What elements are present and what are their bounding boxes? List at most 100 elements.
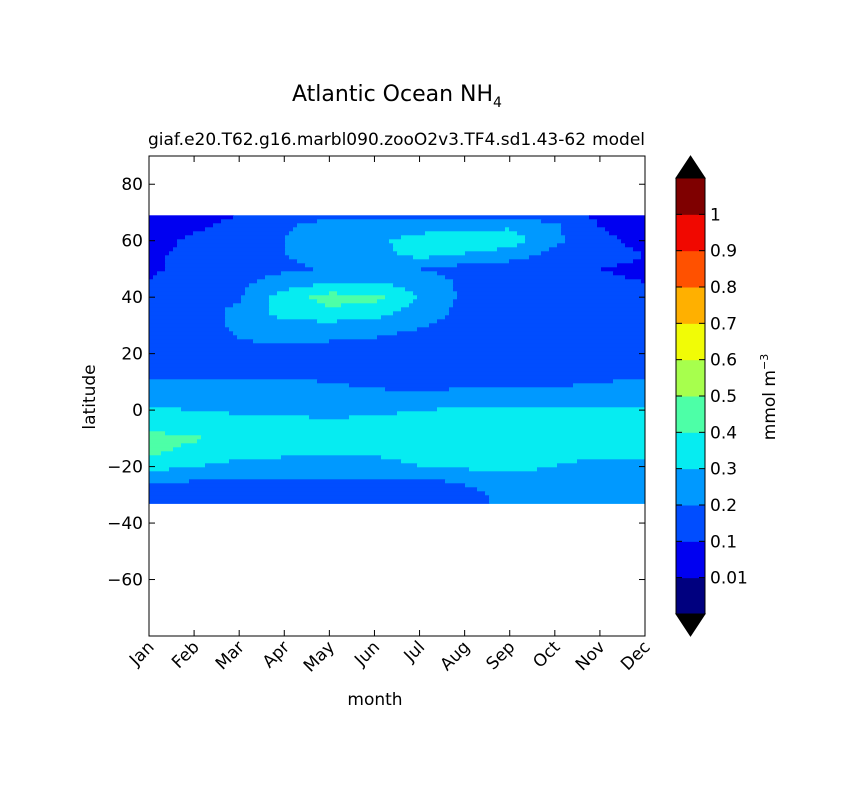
contour-cell (269, 299, 318, 304)
contour-cell (561, 231, 610, 236)
contour-cell (565, 239, 622, 244)
contour-cell (281, 271, 438, 276)
contour-cell (401, 459, 578, 464)
contour-cell (385, 387, 450, 392)
contour-cell (341, 303, 410, 308)
contour-cell (221, 219, 318, 224)
x-tick-label: Oct (529, 637, 564, 672)
contour-cell (541, 251, 642, 256)
contour-cell (469, 467, 538, 472)
contour-cell (457, 295, 645, 300)
contour-cell (225, 323, 430, 328)
plot-area: 80 60 40 20 0 −20 −40 −60 Jan Feb Mar Apr May Jun Jul… (107, 155, 655, 676)
contour-cell (317, 219, 542, 224)
contour-cell (633, 247, 645, 252)
contour-cell (149, 267, 166, 272)
contour-cell (309, 415, 350, 420)
contour-cell (269, 311, 394, 316)
contour-cell (625, 243, 645, 248)
contour-cell (641, 255, 645, 260)
x-tick-label: Sep (482, 637, 519, 674)
colorbar-tick-label: 0.01 (710, 569, 748, 589)
contour-cell (149, 487, 478, 492)
contour-cell (149, 283, 250, 288)
contour-cell (453, 287, 645, 292)
colorbar-tick-label: 0.1 (710, 532, 737, 552)
x-tick-label: Nov (572, 637, 610, 675)
contour-cell (641, 251, 645, 256)
contour-cell (561, 223, 598, 228)
colorbar-tick-label: 0.2 (710, 496, 737, 516)
contour-cell (229, 327, 418, 332)
contour-cell (173, 247, 286, 252)
contour-cell (277, 291, 330, 296)
colorbar-segment (676, 214, 705, 252)
contour-cell (173, 447, 645, 452)
contour-cell (197, 439, 645, 444)
contour-cell (413, 291, 458, 296)
contour-cell (417, 327, 645, 332)
contour-cell (289, 231, 426, 236)
contour-cell (149, 319, 226, 324)
contour-cell (149, 271, 158, 276)
contour-cell (445, 275, 626, 280)
contour-cell (457, 263, 618, 268)
contour-cell (285, 239, 390, 244)
contour-cell (349, 383, 574, 388)
contour-cell (413, 299, 454, 304)
contour-cell (293, 227, 506, 232)
contour-cell (309, 295, 386, 300)
contour-cell (177, 239, 286, 244)
contour-cell (633, 259, 645, 264)
contour-cell (149, 475, 645, 480)
contour-cell (337, 319, 438, 324)
contour-cell (605, 227, 645, 232)
contour-cell (149, 323, 226, 328)
contour-cell (465, 251, 542, 256)
contour-cell (149, 227, 206, 232)
contour-cell (225, 311, 270, 316)
contour-cell (557, 463, 645, 468)
contour-cell (417, 295, 458, 300)
contour-cell (149, 239, 178, 244)
colorbar-tick-label: 0.5 (710, 387, 737, 407)
contour-cell (413, 255, 430, 260)
contour-cell (169, 251, 286, 256)
colorbar-tick-label: 0.4 (710, 423, 737, 443)
contour-cell (489, 499, 645, 504)
contour-cell (149, 231, 194, 236)
contour-cell (149, 219, 222, 224)
y-tick-label: 20 (121, 345, 143, 365)
contour-cell (409, 303, 454, 308)
contour-cell (189, 479, 446, 484)
contour-cell (149, 243, 178, 248)
contour-cell (269, 307, 402, 312)
colorbar-label: mmol m−3 (758, 354, 780, 440)
contour-cell (489, 495, 645, 500)
contour-cell (509, 259, 634, 264)
contour-cell (625, 275, 645, 280)
contour-cell (449, 307, 645, 312)
contour-cell (149, 311, 226, 316)
contour-cell (149, 255, 166, 260)
x-tick-label: Jan (125, 637, 158, 670)
contour-cell (393, 311, 450, 316)
contour-cell (149, 451, 162, 456)
contour-cell (225, 307, 270, 312)
contour-cell (149, 423, 645, 428)
contour-cell (589, 215, 645, 220)
contour-cell (149, 251, 170, 256)
contour-cell (165, 431, 645, 436)
contour-cell (397, 331, 645, 336)
contour-cell (185, 235, 286, 240)
contour-cell (149, 279, 258, 284)
contour-cell (277, 315, 382, 320)
contour-cell (149, 403, 645, 408)
colorbar-tick-label: 0.9 (710, 242, 737, 262)
contour-cell (449, 311, 645, 316)
contour-cell (401, 307, 450, 312)
contour-cell (609, 231, 645, 236)
contour-cell (149, 299, 242, 304)
contour-cell (229, 411, 398, 416)
contour-cell (181, 443, 645, 448)
